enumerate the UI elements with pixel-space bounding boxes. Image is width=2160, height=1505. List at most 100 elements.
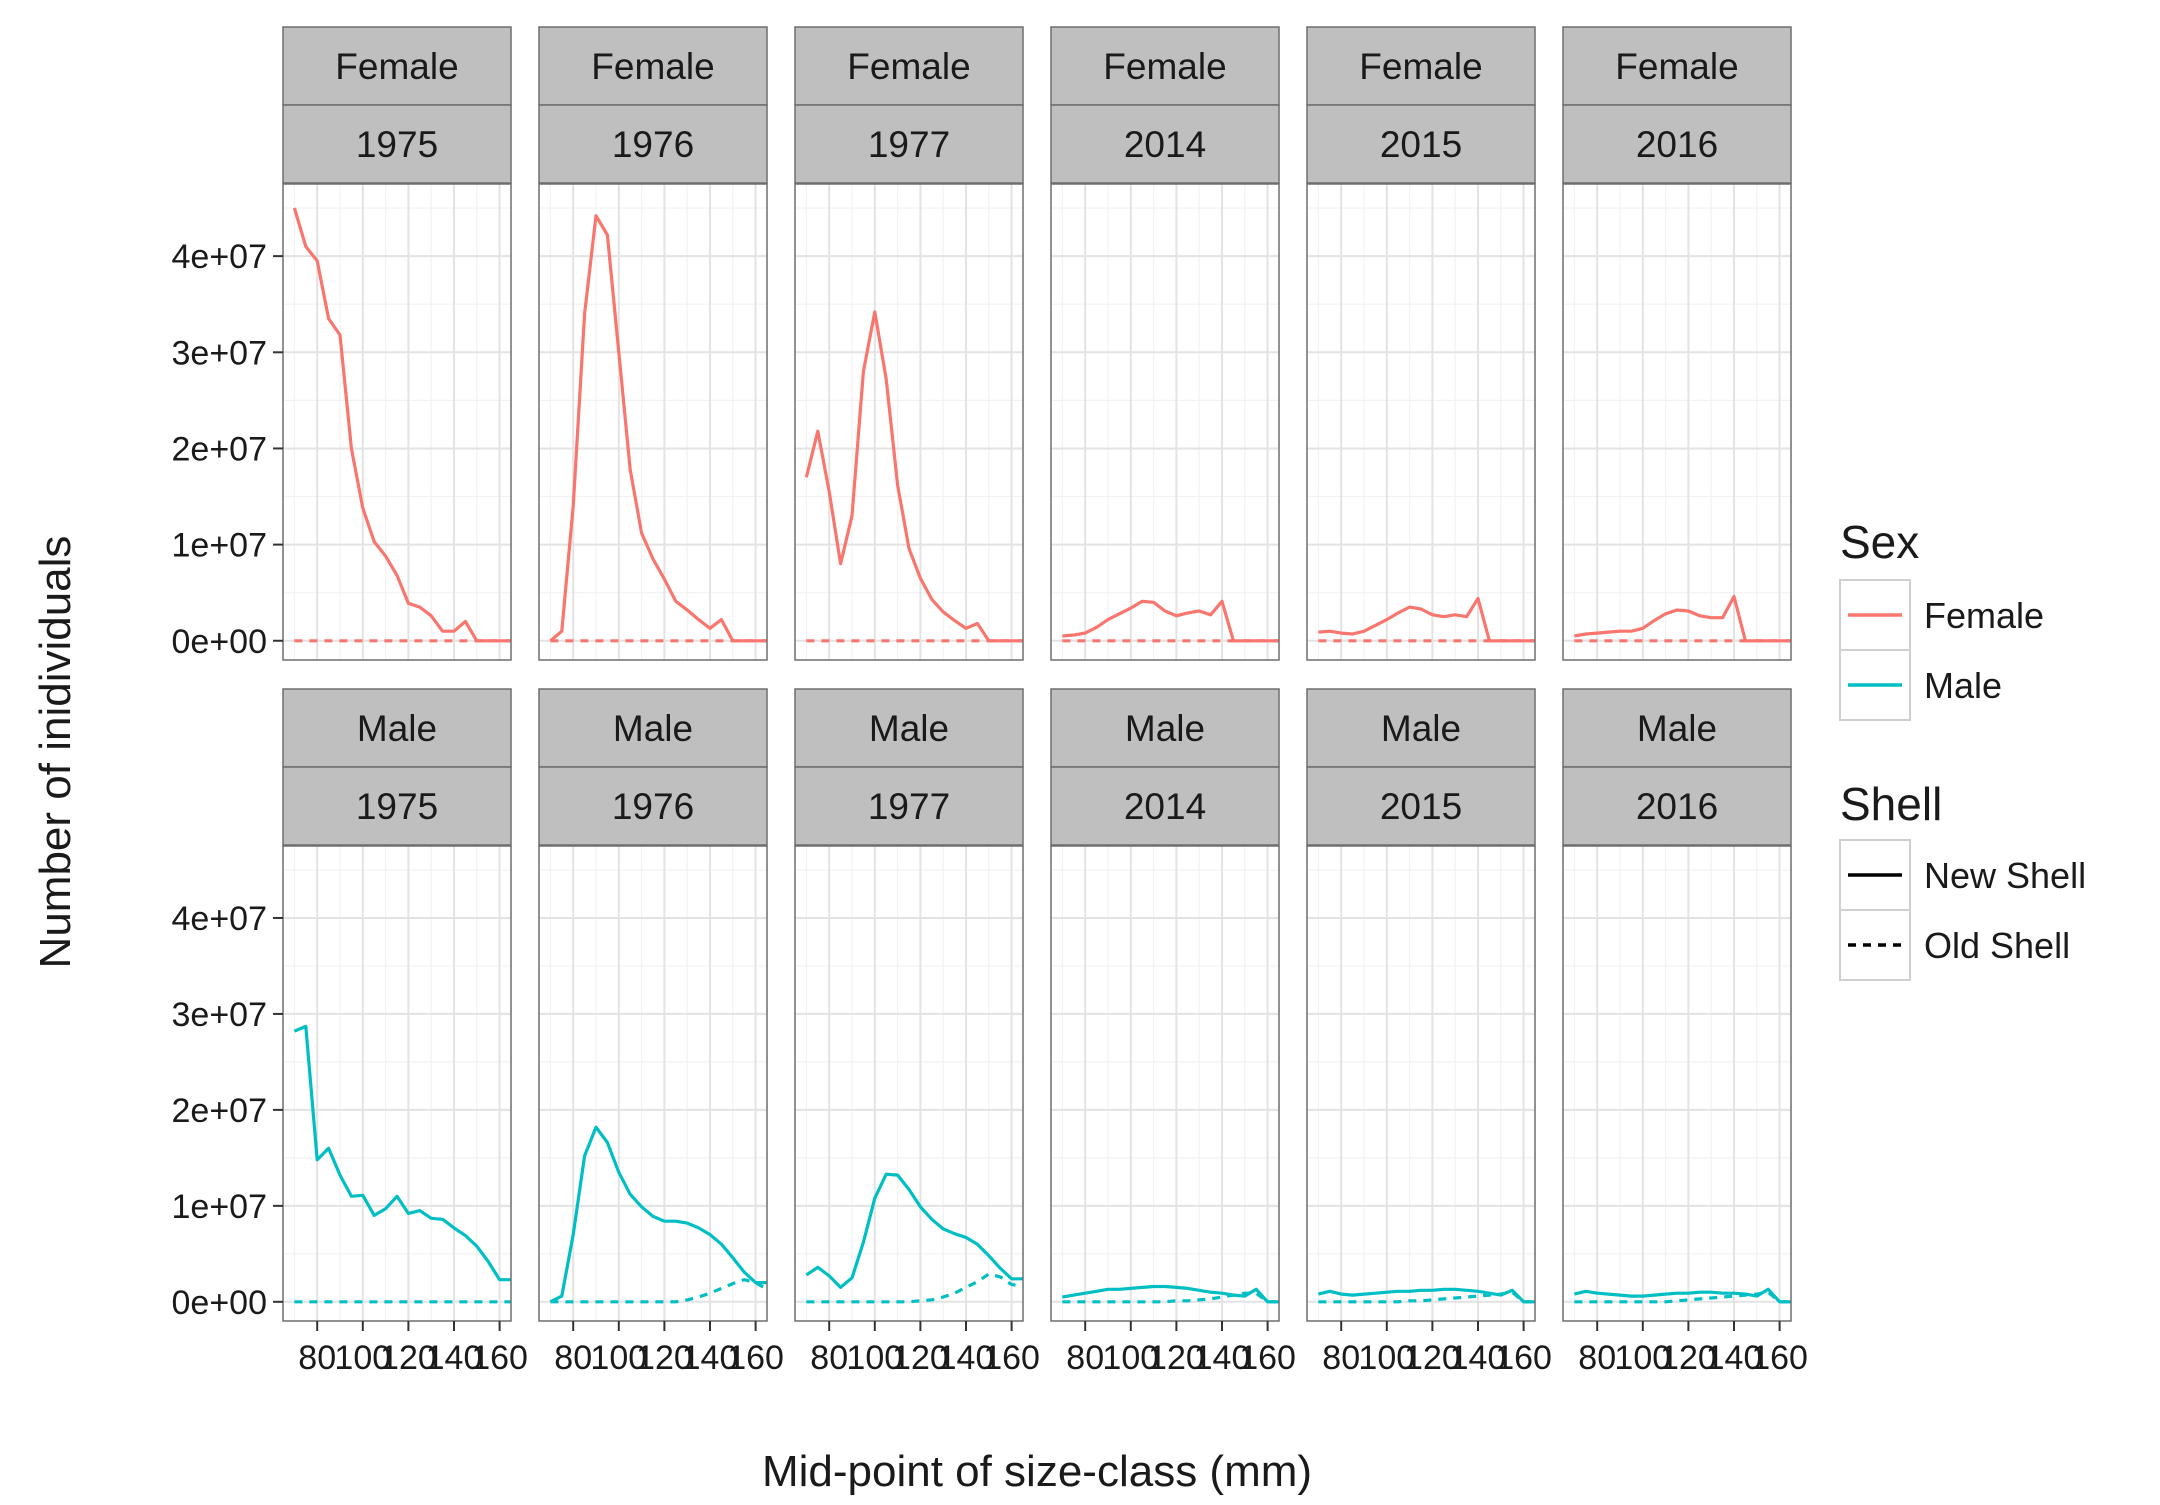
strip-sex-label: Female xyxy=(1359,46,1482,87)
legend-label-old-shell: Old Shell xyxy=(1924,925,2070,966)
x-tick-label: 140 xyxy=(1194,1339,1251,1377)
panel-background xyxy=(283,184,511,660)
strip-sex xyxy=(282,688,512,768)
y-tick-label: 1e+07 xyxy=(172,527,268,565)
x-tick-label: 140 xyxy=(1706,1339,1763,1377)
panel-border xyxy=(538,183,768,661)
strip-sex xyxy=(538,688,768,768)
series-line-new-shell xyxy=(804,310,1023,643)
panel-female-1976: Female 1976 xyxy=(538,26,768,661)
strip-year-label: 1975 xyxy=(356,124,438,165)
panel-border xyxy=(1306,183,1536,661)
x-tick-label: 100 xyxy=(1614,1339,1671,1377)
strip-sex-label: Male xyxy=(869,708,949,749)
series-line-old-shell xyxy=(806,1272,1024,1304)
panel-background xyxy=(1051,846,1279,1321)
legend-title-shell: Shell xyxy=(1840,778,1942,830)
series-line-new-shell xyxy=(1062,599,1279,643)
panel-female-2014: Female 2014 xyxy=(1050,26,1280,661)
strip-year xyxy=(1306,104,1536,184)
strip-year-label: 1977 xyxy=(868,124,950,165)
y-tick-label: 3e+07 xyxy=(172,996,268,1034)
series-line-new-shell xyxy=(1574,1287,1791,1304)
panel-background xyxy=(539,846,767,1321)
legend-title-sex: Sex xyxy=(1840,516,1919,568)
x-tick-label: 100 xyxy=(846,1339,903,1377)
strip-year xyxy=(282,766,512,846)
strip-sex xyxy=(794,26,1024,106)
strip-year-label: 2016 xyxy=(1636,786,1718,827)
panel-background xyxy=(795,184,1023,660)
strip-year xyxy=(1050,766,1280,846)
series-line-new-shell xyxy=(1318,596,1535,643)
strip-year xyxy=(538,104,768,184)
series-line-new-shell xyxy=(1062,1284,1279,1304)
y-tick-label: 2e+07 xyxy=(172,430,268,468)
strip-sex-label: Male xyxy=(1125,708,1205,749)
x-tick-label: 120 xyxy=(636,1339,693,1377)
panel-background xyxy=(1563,184,1791,660)
panel-border xyxy=(794,183,1024,661)
x-tick-label: 160 xyxy=(727,1339,784,1377)
x-tick-label: 140 xyxy=(1450,1339,1507,1377)
x-tick-label: 160 xyxy=(471,1339,528,1377)
strip-sex xyxy=(1050,26,1280,106)
strip-year xyxy=(1562,104,1792,184)
y-tick-label: 0e+00 xyxy=(172,1284,268,1322)
x-tick-label: 120 xyxy=(1404,1339,1461,1377)
x-tick-label: 160 xyxy=(1495,1339,1552,1377)
y-tick-label: 1e+07 xyxy=(172,1188,268,1226)
strip-year-label: 2015 xyxy=(1380,786,1462,827)
x-tick-label: 100 xyxy=(590,1339,647,1377)
x-tick-label: 80 xyxy=(1322,1339,1360,1377)
panel-background xyxy=(1307,184,1535,660)
strip-year xyxy=(282,104,512,184)
legend-label-new-shell: New Shell xyxy=(1924,855,2086,896)
x-tick-label: 120 xyxy=(380,1339,437,1377)
panel-border xyxy=(1050,845,1280,1322)
x-tick-label: 100 xyxy=(1102,1339,1159,1377)
x-axis-title: Mid-point of size-class (mm) xyxy=(762,1447,1312,1496)
x-tick-label: 80 xyxy=(1066,1339,1104,1377)
series-line-new-shell xyxy=(549,214,767,643)
x-tick-label: 140 xyxy=(426,1339,483,1377)
x-tick-label: 120 xyxy=(892,1339,949,1377)
strip-sex-label: Female xyxy=(1103,46,1226,87)
strip-year-label: 2014 xyxy=(1124,124,1206,165)
strip-year xyxy=(538,766,768,846)
strip-sex xyxy=(1306,688,1536,768)
strip-sex-label: Female xyxy=(335,46,458,87)
strip-sex xyxy=(1306,26,1536,106)
x-tick-label: 80 xyxy=(298,1339,336,1377)
panel-female-1977: Female 1977 xyxy=(794,26,1024,661)
strip-sex xyxy=(282,26,512,106)
panel-border xyxy=(1562,845,1792,1322)
x-tick-label: 120 xyxy=(1660,1339,1717,1377)
x-tick-label: 100 xyxy=(334,1339,391,1377)
y-tick-label: 4e+07 xyxy=(172,238,268,276)
series-line-new-shell xyxy=(292,207,511,643)
strip-year-label: 2016 xyxy=(1636,124,1718,165)
series-line-new-shell xyxy=(1318,1287,1535,1304)
series-line-old-shell xyxy=(550,1278,768,1304)
legend-label-female: Female xyxy=(1924,595,2044,636)
strip-sex-label: Female xyxy=(847,46,970,87)
x-tick-label: 80 xyxy=(1578,1339,1616,1377)
strip-sex-label: Male xyxy=(1637,708,1717,749)
y-axis-title: Number of inidividuals xyxy=(31,536,80,969)
y-tick-label: 4e+07 xyxy=(172,900,268,938)
y-tick-label: 0e+00 xyxy=(172,623,268,661)
strip-sex-label: Male xyxy=(357,708,437,749)
x-tick-label: 80 xyxy=(554,1339,592,1377)
strip-sex-label: Male xyxy=(613,708,693,749)
strip-year-label: 1977 xyxy=(868,786,950,827)
panel-border xyxy=(1050,183,1280,661)
strip-year xyxy=(1562,766,1792,846)
series-line-new-shell xyxy=(549,1125,767,1304)
x-tick-label: 100 xyxy=(1358,1339,1415,1377)
